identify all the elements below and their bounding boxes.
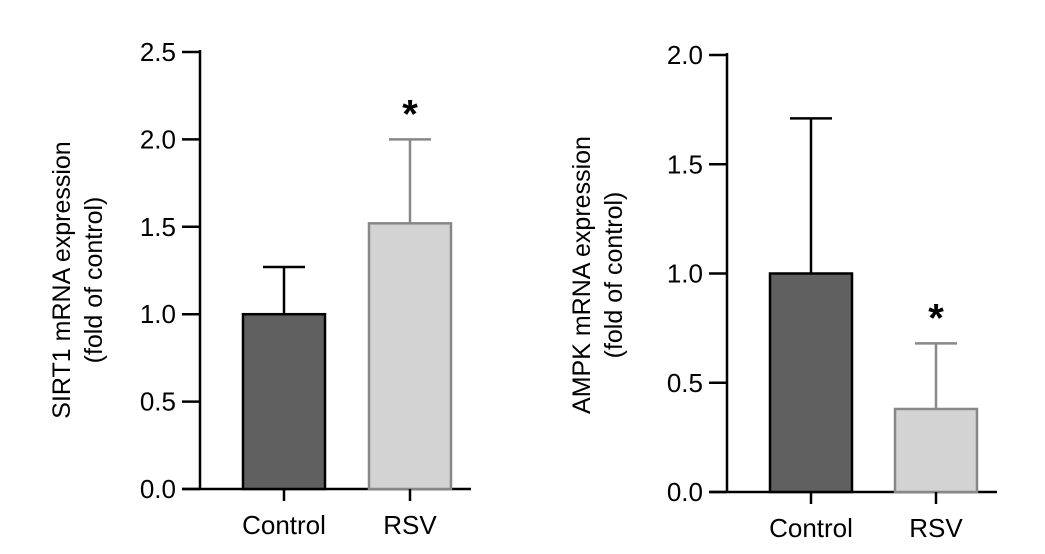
x-tick-label: Control bbox=[769, 513, 853, 543]
y-axis-label: AMPK mRNA expression bbox=[568, 136, 596, 414]
y-tick-label: 0.5 bbox=[667, 368, 703, 398]
significance-asterisk: * bbox=[402, 92, 418, 136]
y-tick-label: 0.0 bbox=[140, 474, 176, 504]
y-tick-label: 1.0 bbox=[667, 259, 703, 289]
y-tick-label: 0.5 bbox=[140, 387, 176, 417]
chart-panel-2: 0.0 0.5 1.0 1.5 2.0 Control RSV * AMPK mRNA expr… bbox=[568, 40, 997, 543]
bar-rsv bbox=[367, 222, 453, 491]
x-tick-label: RSV bbox=[909, 513, 963, 543]
y-axis-label: (fold of control) bbox=[80, 197, 108, 364]
y-tick-label: 1.5 bbox=[140, 212, 176, 242]
bar-control bbox=[241, 312, 327, 491]
significance-asterisk: * bbox=[928, 296, 944, 340]
x-tick-label: RSV bbox=[383, 510, 437, 540]
y-tick-label: 2.0 bbox=[140, 124, 176, 154]
y-tick-label: 0.0 bbox=[667, 477, 703, 507]
y-axis-label: (fold of control) bbox=[600, 192, 628, 359]
y-tick-label: 1.5 bbox=[667, 149, 703, 179]
y-axis-label: SIRT1 mRNA expression bbox=[48, 141, 76, 418]
x-tick-label: Control bbox=[242, 510, 326, 540]
y-tick-label: 2.5 bbox=[140, 37, 176, 67]
bar-control bbox=[768, 272, 854, 494]
bar-rsv bbox=[893, 407, 979, 494]
y-tick-label: 1.0 bbox=[140, 299, 176, 329]
y-tick-label: 2.0 bbox=[667, 40, 703, 70]
chart-panel-1: 0.0 0.5 1.0 1.5 2.0 2.5 Control RSV * SIRT1 mRNA … bbox=[48, 37, 471, 540]
